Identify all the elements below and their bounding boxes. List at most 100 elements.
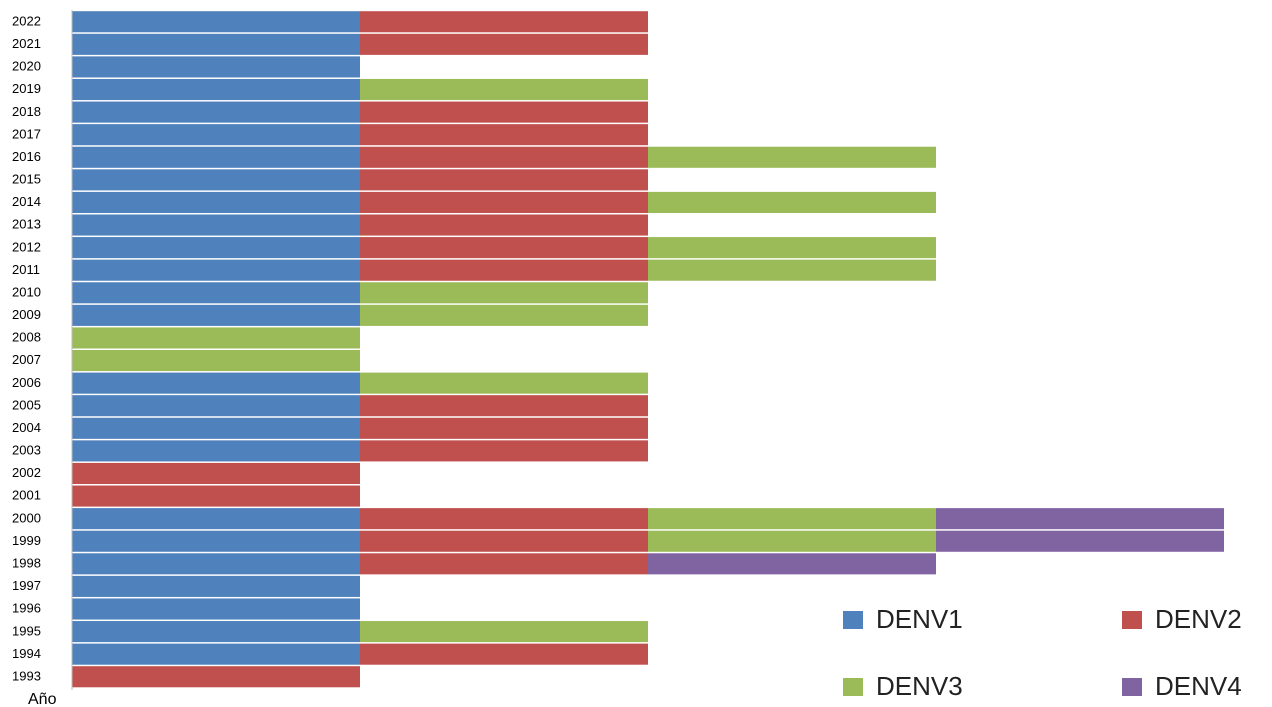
bar-segment bbox=[360, 78, 648, 101]
y-tick-label: 2017 bbox=[12, 126, 41, 141]
bar-segment bbox=[648, 191, 936, 213]
bar-segment bbox=[648, 259, 936, 281]
bar-segment bbox=[72, 553, 360, 575]
bar-segment bbox=[360, 643, 648, 665]
y-tick-label: 1997 bbox=[12, 578, 41, 593]
bar-segment bbox=[360, 146, 648, 168]
bar-segment bbox=[360, 11, 648, 33]
bar-segment bbox=[72, 327, 360, 349]
bar-segment bbox=[72, 101, 360, 123]
bar-segment bbox=[72, 214, 360, 236]
bar-segment bbox=[936, 508, 1224, 530]
y-tick-label: 2003 bbox=[12, 443, 41, 458]
y-tick-label: 2001 bbox=[12, 488, 41, 503]
bar-segment bbox=[360, 169, 648, 191]
bar-segment bbox=[72, 169, 360, 191]
y-tick-label: 2016 bbox=[12, 149, 41, 164]
legend-swatch bbox=[1122, 611, 1142, 629]
bar-segment bbox=[72, 304, 360, 326]
y-tick-label: 2018 bbox=[12, 104, 41, 119]
bar-segment bbox=[360, 259, 648, 281]
bar-segment bbox=[72, 440, 360, 462]
y-tick-label: 2021 bbox=[12, 36, 41, 51]
bar-segment bbox=[648, 530, 936, 552]
y-tick-label: 2007 bbox=[12, 352, 41, 367]
bar-segment bbox=[72, 575, 360, 597]
bar-segment bbox=[648, 508, 936, 530]
y-tick-label: 2010 bbox=[12, 284, 41, 299]
y-tick-label: 2006 bbox=[12, 375, 41, 390]
bar-segment bbox=[72, 417, 360, 439]
legend-swatch bbox=[1122, 678, 1142, 696]
bar-segment bbox=[72, 191, 360, 213]
legend-swatch bbox=[843, 611, 863, 629]
y-tick-label: 2008 bbox=[12, 330, 41, 345]
y-tick-label: 1996 bbox=[12, 601, 41, 616]
bar-segment bbox=[360, 417, 648, 439]
bar-segment bbox=[72, 146, 360, 168]
bar-segment bbox=[648, 553, 936, 575]
y-tick-label: 1999 bbox=[12, 533, 41, 548]
bar-segment bbox=[360, 237, 648, 259]
bar-segment bbox=[72, 598, 360, 620]
bar-segment bbox=[72, 530, 360, 552]
y-tick-label: 2000 bbox=[12, 510, 41, 525]
y-tick-label: 2004 bbox=[12, 420, 41, 435]
bar-segment bbox=[72, 395, 360, 417]
y-tick-label: 2002 bbox=[12, 465, 41, 480]
bar-segment bbox=[648, 146, 936, 168]
y-tick-label: 2020 bbox=[12, 59, 41, 74]
legend-label: DENV3 bbox=[876, 671, 963, 701]
bar-segment bbox=[360, 508, 648, 530]
bar-segment bbox=[360, 191, 648, 213]
legend-label: DENV4 bbox=[1155, 671, 1242, 701]
bar-segment bbox=[72, 666, 360, 688]
y-tick-label: 2009 bbox=[12, 307, 41, 322]
bar-segment bbox=[72, 485, 360, 507]
y-tick-label: 2013 bbox=[12, 217, 41, 232]
bar-segment bbox=[360, 124, 648, 146]
bar-segment bbox=[360, 530, 648, 552]
bar-segment bbox=[72, 508, 360, 530]
y-tick-label: 2011 bbox=[12, 262, 40, 277]
bar-segment bbox=[360, 304, 648, 326]
bar-segment bbox=[72, 78, 360, 101]
bar-segment bbox=[360, 101, 648, 123]
bar-segment bbox=[72, 372, 360, 394]
bar-segment bbox=[72, 56, 360, 78]
bar-segment bbox=[72, 124, 360, 146]
y-tick-label: 2022 bbox=[12, 13, 41, 28]
legend-label: DENV2 bbox=[1155, 604, 1242, 634]
bar-segment bbox=[360, 282, 648, 304]
y-tick-label: 1998 bbox=[12, 556, 41, 571]
legend-label: DENV1 bbox=[876, 604, 963, 634]
bar-segment bbox=[360, 621, 648, 643]
bar-segment bbox=[360, 372, 648, 394]
bar-segment bbox=[72, 282, 360, 304]
bar-segment bbox=[72, 350, 360, 372]
bar-segment bbox=[72, 621, 360, 643]
bar-segment bbox=[72, 237, 360, 259]
bar-segment bbox=[72, 11, 360, 33]
y-tick-label: 1995 bbox=[12, 623, 41, 638]
bar-segment bbox=[72, 259, 360, 281]
bar-segment bbox=[648, 237, 936, 259]
legend-swatch bbox=[843, 678, 863, 696]
y-tick-label: 2015 bbox=[12, 172, 41, 187]
bar-segment bbox=[360, 395, 648, 417]
y-tick-label: 2012 bbox=[12, 239, 41, 254]
y-tick-label: 2005 bbox=[12, 397, 41, 412]
y-axis-label: Año bbox=[28, 691, 57, 707]
bar-segment bbox=[360, 214, 648, 236]
bar-segment bbox=[936, 530, 1224, 552]
bar-segment bbox=[72, 462, 360, 485]
bar-segment bbox=[360, 440, 648, 462]
bar-segment bbox=[360, 553, 648, 575]
y-tick-label: 2014 bbox=[12, 194, 41, 209]
y-tick-label: 1993 bbox=[12, 668, 41, 683]
bar-segment bbox=[72, 643, 360, 665]
y-tick-label: 1994 bbox=[12, 646, 41, 661]
bar-segment bbox=[360, 33, 648, 55]
y-tick-label: 2019 bbox=[12, 81, 41, 96]
